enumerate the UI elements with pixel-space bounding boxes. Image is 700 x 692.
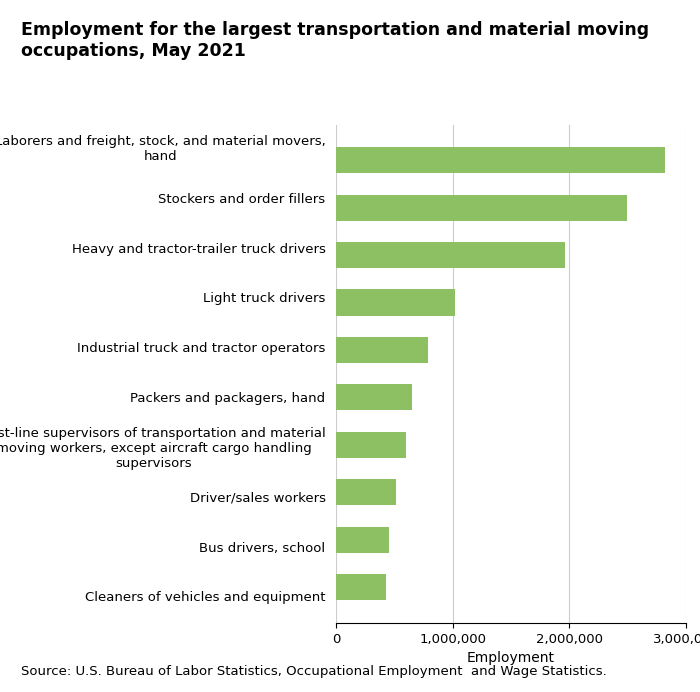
Text: Source: U.S. Bureau of Labor Statistics, Occupational Employment  and Wage Stati: Source: U.S. Bureau of Labor Statistics,… bbox=[21, 665, 607, 678]
Bar bbox=[336, 337, 428, 363]
Bar bbox=[336, 527, 389, 553]
Bar bbox=[336, 242, 565, 268]
X-axis label: Employment: Employment bbox=[467, 651, 555, 665]
Bar bbox=[336, 289, 455, 316]
Text: Driver/sales workers: Driver/sales workers bbox=[190, 492, 326, 504]
Text: Heavy and tractor-trailer truck drivers: Heavy and tractor-trailer truck drivers bbox=[71, 243, 326, 255]
Text: Bus drivers, school: Bus drivers, school bbox=[199, 542, 326, 554]
Bar bbox=[336, 384, 412, 410]
Text: Cleaners of vehicles and equipment: Cleaners of vehicles and equipment bbox=[85, 592, 326, 604]
Bar bbox=[336, 432, 406, 458]
Text: Packers and packagers, hand: Packers and packagers, hand bbox=[130, 392, 326, 405]
Bar bbox=[336, 147, 665, 173]
Text: Employment for the largest transportation and material moving
occupations, May 2: Employment for the largest transportatio… bbox=[21, 21, 649, 60]
Bar bbox=[336, 194, 626, 221]
Text: First-line supervisors of transportation and material
moving workers, except air: First-line supervisors of transportation… bbox=[0, 427, 326, 470]
Bar bbox=[336, 479, 396, 505]
Text: Stockers and order fillers: Stockers and order fillers bbox=[158, 193, 326, 206]
Bar bbox=[336, 574, 386, 600]
Text: Laborers and freight, stock, and material movers,
hand: Laborers and freight, stock, and materia… bbox=[0, 136, 326, 163]
Text: Industrial truck and tractor operators: Industrial truck and tractor operators bbox=[77, 343, 326, 355]
Text: Light truck drivers: Light truck drivers bbox=[203, 293, 326, 305]
